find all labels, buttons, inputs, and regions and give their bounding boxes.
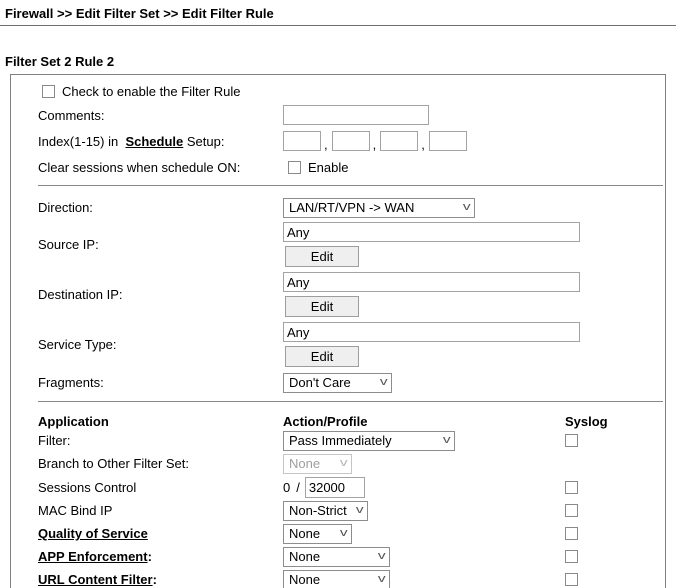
- chevron-down-icon: v: [339, 457, 348, 469]
- url-content-filter-link[interactable]: URL Content Filter: [38, 572, 153, 587]
- breadcrumb: Firewall >> Edit Filter Set >> Edit Filt…: [5, 6, 274, 21]
- chevron-down-icon: v: [355, 504, 364, 516]
- filter-syslog-checkbox[interactable]: [565, 434, 578, 447]
- chevron-down-icon: v: [379, 376, 388, 388]
- url-content-filter-select[interactable]: None v: [283, 569, 390, 588]
- mac-bind-ip-row: MAC Bind IP Non-Strict v: [38, 499, 657, 522]
- enable-rule-row: Check to enable the Filter Rule: [38, 81, 657, 101]
- schedule-index-input-1[interactable]: [283, 131, 321, 151]
- source-ip-label: Source IP:: [38, 237, 99, 252]
- chevron-down-icon: v: [462, 201, 471, 213]
- url-content-filter-syslog-checkbox[interactable]: [565, 573, 578, 586]
- header-divider: [0, 25, 676, 26]
- mac-bind-syslog-checkbox[interactable]: [565, 504, 578, 517]
- comments-row: Comments:: [38, 104, 657, 126]
- sessions-max-input[interactable]: [304, 476, 365, 498]
- comments-label: Comments:: [38, 107, 105, 123]
- match-criteria-section: Direction: LAN/RT/VPN -> WAN v Source IP:…: [11, 197, 665, 393]
- clear-sessions-label: Clear sessions when schedule ON:: [38, 159, 241, 175]
- qos-syslog-checkbox[interactable]: [565, 527, 578, 540]
- fragments-select[interactable]: Don't Care v: [283, 372, 392, 393]
- schedule-index-label: Index(1-15) in Schedule Setup:: [38, 133, 225, 149]
- url-content-filter-row: URL Content Filter: None v: [38, 568, 657, 588]
- enable-rule-checkbox[interactable]: [42, 84, 55, 98]
- comments-input[interactable]: [283, 105, 429, 125]
- sessions-control-label: Sessions Control: [38, 479, 137, 495]
- service-type-input[interactable]: [283, 322, 580, 342]
- fragments-row: Fragments: Don't Care v: [38, 372, 657, 393]
- application-header: Application: [38, 414, 109, 429]
- app-enforcement-select[interactable]: None v: [283, 546, 390, 567]
- action-profile-header: Action/Profile: [283, 414, 368, 429]
- schedule-index-input-3[interactable]: [380, 131, 419, 151]
- enable-rule-label: Check to enable the Filter Rule: [62, 83, 241, 99]
- branch-filter-set-row: Branch to Other Filter Set: None v: [38, 452, 657, 475]
- destination-ip-row: Destination IP: Edit: [38, 272, 657, 317]
- app-enforcement-syslog-checkbox[interactable]: [565, 550, 578, 563]
- page-title: Filter Set 2 Rule 2: [5, 54, 115, 69]
- fragments-label: Fragments:: [38, 375, 104, 390]
- section-divider: [38, 185, 663, 186]
- direction-row: Direction: LAN/RT/VPN -> WAN v: [38, 197, 657, 218]
- destination-ip-label: Destination IP:: [38, 287, 123, 302]
- service-type-row: Service Type: Edit: [38, 322, 657, 367]
- mac-bind-ip-label: MAC Bind IP: [38, 503, 113, 518]
- source-ip-edit-button[interactable]: Edit: [285, 246, 359, 267]
- source-ip-input[interactable]: [283, 222, 580, 242]
- sessions-current-value: 0: [283, 479, 291, 495]
- filter-rule-panel: Check to enable the Filter Rule Comments…: [10, 74, 666, 588]
- chevron-down-icon: v: [339, 527, 348, 539]
- filter-row: Filter: Pass Immediately v: [38, 429, 657, 452]
- qos-link[interactable]: Quality of Service: [38, 526, 148, 541]
- syslog-header: Syslog: [565, 414, 608, 429]
- schedule-section: Check to enable the Filter Rule Comments…: [11, 75, 665, 185]
- clear-sessions-checkbox[interactable]: [288, 160, 301, 174]
- schedule-index-row: Index(1-15) in Schedule Setup: , , ,: [38, 130, 657, 152]
- application-section: Application Action/Profile Syslog Filter…: [11, 414, 665, 588]
- direction-label: Direction:: [38, 200, 93, 215]
- clear-sessions-row: Clear sessions when schedule ON: Enable: [38, 157, 657, 177]
- mac-bind-ip-select[interactable]: Non-Strict v: [283, 500, 368, 521]
- qos-row: Quality of Service None v: [38, 522, 657, 545]
- schedule-index-input-4[interactable]: [428, 131, 467, 151]
- sessions-syslog-checkbox[interactable]: [565, 480, 578, 494]
- sessions-control-row: Sessions Control 0/: [38, 475, 657, 499]
- section-divider: [38, 401, 663, 402]
- branch-filter-set-label: Branch to Other Filter Set:: [38, 456, 190, 471]
- chevron-down-icon: v: [377, 550, 386, 562]
- branch-filter-set-select: None v: [283, 453, 352, 474]
- application-header-row: Application Action/Profile Syslog: [38, 414, 657, 429]
- service-type-edit-button[interactable]: Edit: [285, 346, 359, 367]
- filter-select[interactable]: Pass Immediately v: [283, 430, 455, 451]
- service-type-label: Service Type:: [38, 337, 117, 352]
- source-ip-row: Source IP: Edit: [38, 222, 657, 267]
- chevron-down-icon: v: [377, 573, 386, 585]
- app-enforcement-link[interactable]: APP Enforcement: [38, 549, 148, 564]
- filter-label: Filter:: [38, 433, 71, 448]
- qos-select[interactable]: None v: [283, 523, 352, 544]
- chevron-down-icon: v: [442, 434, 451, 446]
- destination-ip-edit-button[interactable]: Edit: [285, 296, 359, 317]
- app-enforcement-row: APP Enforcement: None v: [38, 545, 657, 568]
- schedule-link[interactable]: Schedule: [125, 133, 184, 149]
- clear-sessions-checkbox-label: Enable: [308, 159, 349, 175]
- schedule-index-input-2[interactable]: [331, 131, 370, 151]
- direction-select[interactable]: LAN/RT/VPN -> WAN v: [283, 197, 475, 218]
- destination-ip-input[interactable]: [283, 272, 580, 292]
